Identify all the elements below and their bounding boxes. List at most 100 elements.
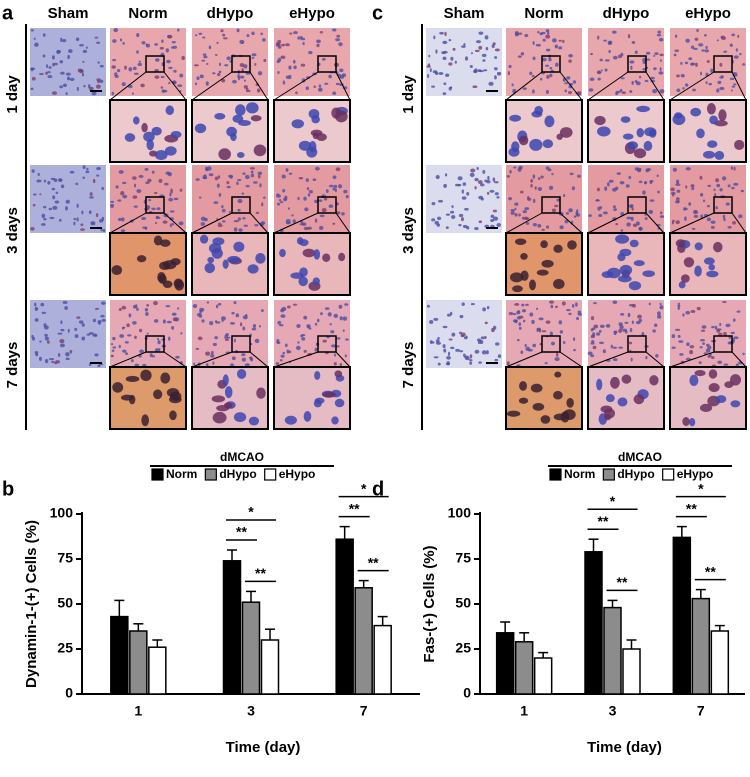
cell — [549, 67, 553, 70]
bar — [129, 630, 148, 695]
cell — [102, 229, 106, 233]
cell — [53, 62, 58, 66]
cell — [722, 301, 727, 304]
cell — [98, 219, 104, 223]
cell — [675, 328, 681, 331]
cell — [236, 181, 239, 186]
cell — [214, 336, 218, 340]
cell — [31, 169, 35, 173]
cell — [592, 345, 597, 350]
cell — [427, 74, 430, 78]
cell — [684, 216, 687, 221]
cell — [111, 265, 123, 276]
cell — [642, 190, 646, 195]
cell — [644, 127, 657, 137]
cell — [208, 243, 222, 254]
cell — [431, 218, 436, 222]
cell — [277, 57, 282, 63]
cell — [537, 186, 543, 192]
cell — [198, 196, 202, 199]
cell — [214, 176, 219, 181]
row-label: 3 days — [4, 207, 21, 254]
cell — [312, 178, 317, 182]
cell — [241, 41, 244, 44]
cell — [733, 336, 739, 340]
cell — [648, 302, 651, 306]
cell — [122, 194, 128, 199]
cell — [590, 354, 595, 358]
cell — [65, 199, 70, 204]
column-header: Sham — [48, 5, 89, 22]
tile — [670, 300, 746, 368]
inset-box — [627, 196, 647, 214]
cell — [514, 202, 519, 206]
cell — [131, 92, 134, 95]
cell — [244, 363, 250, 367]
cell — [675, 239, 686, 248]
cell — [177, 84, 183, 87]
cell — [439, 31, 444, 35]
inset-line — [645, 71, 665, 101]
cell — [690, 310, 696, 313]
row-label: 1 day — [4, 75, 21, 114]
cell — [590, 334, 595, 339]
x-tick-label: 7 — [697, 703, 705, 719]
inset-line — [645, 212, 665, 234]
cell — [710, 68, 714, 73]
cell — [277, 70, 280, 75]
cell — [698, 43, 704, 47]
cell — [645, 168, 650, 173]
cell — [171, 325, 175, 330]
inset-box — [145, 335, 165, 353]
zoomed-micrograph — [587, 232, 665, 296]
cell — [610, 376, 620, 389]
x-tick-label: 3 — [247, 703, 255, 719]
cell — [625, 330, 628, 334]
cell — [568, 312, 572, 316]
bar — [335, 538, 354, 695]
micrograph — [588, 165, 665, 233]
cell — [469, 361, 473, 365]
cell — [685, 310, 691, 315]
significance-label: ** — [598, 513, 609, 529]
cell — [157, 340, 161, 345]
cell — [481, 53, 487, 58]
cell — [318, 199, 323, 203]
cell — [224, 338, 230, 341]
cell — [316, 318, 320, 323]
cell — [127, 334, 132, 337]
cell — [461, 302, 465, 306]
cell — [468, 359, 473, 362]
cell — [192, 303, 198, 309]
cell — [612, 55, 618, 60]
cell — [209, 320, 214, 326]
cell — [75, 37, 80, 41]
cell — [511, 83, 514, 87]
zoomed-micrograph — [273, 232, 351, 296]
cell — [164, 146, 177, 156]
cell — [591, 327, 596, 331]
cell — [443, 50, 448, 54]
cell — [338, 42, 343, 47]
cell — [689, 418, 696, 427]
inset-line — [273, 212, 319, 234]
cell — [713, 188, 716, 192]
cell — [506, 175, 510, 178]
cell — [524, 343, 527, 348]
cell — [74, 334, 79, 339]
cell — [207, 166, 212, 171]
cell — [85, 170, 90, 174]
cell — [308, 190, 313, 194]
inset-line — [273, 351, 319, 368]
cell — [285, 43, 290, 47]
cell — [482, 59, 486, 62]
cell — [36, 179, 42, 183]
cell — [532, 40, 535, 45]
cell — [345, 338, 349, 341]
micrograph — [588, 28, 665, 96]
inset-line — [731, 351, 747, 368]
cell — [288, 65, 292, 70]
row-label: 1 day — [400, 75, 417, 114]
cell — [553, 278, 565, 290]
x-tick-label: 1 — [134, 703, 142, 719]
